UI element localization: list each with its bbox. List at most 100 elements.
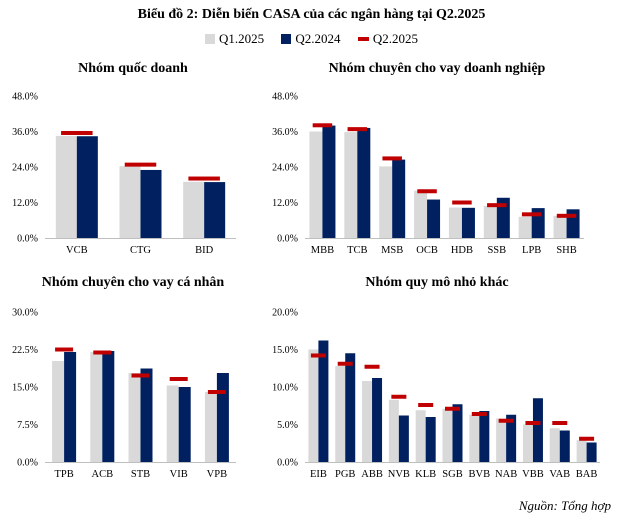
panel3-bar-q2-2024-acb [102,351,115,462]
panel4-marker-q2-2025-nvb [391,394,407,399]
panel4-marker-q2-2025-abb [364,364,380,369]
panel4-ytick-label: 5.0% [277,420,298,431]
panel1-ytick-label: 36.0% [12,127,38,138]
panel2-bar-q2-2024-tcb [357,127,371,238]
panel4-category-label-nab: NAB [495,469,517,480]
legend-swatch-q2-2024 [281,34,292,44]
panel4-bar-q2-2024-bab [586,442,597,462]
panel3-ytick-label: 22.5% [12,345,38,356]
panel2-category-label-msb: MSB [381,245,403,256]
panel2-bar-q1-2025-ocb [414,190,428,238]
legend-label-q2-2024: Q2.2024 [295,31,341,46]
panel4-bar-q2-2024-nvb [398,415,409,462]
panel4-bar-q1-2025-nab [496,418,507,462]
panel3-marker-q2-2025-vib [169,377,188,381]
panel2-category-label-tcb: TCB [347,245,367,256]
panel4-category-label-vbb: VBB [522,469,544,480]
panel4-bar-q1-2025-vbb [522,424,533,462]
panel4-marker-q2-2025-sgb [445,406,460,411]
panel2-bar-q1-2025-ssb [483,206,497,238]
panel4-category-label-klb: KLB [415,469,436,480]
panel2-ytick-label: 36.0% [272,127,298,138]
panel2-ytick-label: 0.0% [277,234,298,245]
panel4-bar-q2-2024-eib [318,340,329,462]
panel2-bar-q1-2025-msb [379,166,393,238]
panel4-ytick-label: 20.0% [272,308,298,319]
panel2-bar-q2-2024-shb [566,209,580,238]
panel4-category-label-bvb: BVB [469,469,491,480]
panel2-bar-q1-2025-hdb [448,207,462,238]
panel3-ytick-label: 7.5% [17,420,38,431]
panel3-category-label-vpb: VPB [207,469,227,480]
panel2-ytick-label: 24.0% [272,163,298,174]
panel4-title: Nhóm quy mô nhỏ khác [365,275,508,290]
panel1-bar-q2-2024-bid [204,182,226,238]
panel3-bar-q1-2025-tpb [52,361,65,462]
panel3-bar-q1-2025-vib [166,385,179,462]
panel2-marker-q2-2025-ocb [417,189,437,194]
panel2-bar-q2-2024-hdb [461,207,475,238]
panel3-category-label-acb: ACB [92,469,114,480]
panel4-category-label-abb: ABB [361,469,383,480]
panel4-category-label-vab: VAB [549,469,570,480]
panel4-marker-q2-2025-eib [310,353,326,358]
panel4-bar-q1-2025-vab [549,428,560,462]
panel1-ytick-label: 12.0% [12,198,38,209]
panel2-category-label-mbb: MBB [311,245,334,256]
panel3-bar-q1-2025-vpb [204,392,217,462]
figure-title: Biểu đồ 2: Diễn biến CASA của các ngân h… [137,7,486,22]
panel3-marker-q2-2025-stb [131,373,150,378]
panel3-bar-q2-2024-vib [178,387,191,462]
panel1-ytick-label: 48.0% [12,92,38,103]
panel3-bar-q2-2024-vpb [216,373,229,462]
panel4-bar-q1-2025-bvb [469,414,480,462]
panel1-marker-q2-2025-vcb [61,130,93,135]
panel4-marker-q2-2025-nab [498,418,514,423]
legend-label-q1-2025: Q1.2025 [219,31,265,46]
panel4-ytick-label: 10.0% [272,383,298,394]
panel4-category-label-nvb: NVB [388,469,410,480]
panel1-marker-q2-2025-bid [188,176,220,181]
panel4-bar-q2-2024-nab [506,414,517,462]
panel2-category-label-lpb: LPB [522,245,541,256]
panel1-bar-q1-2025-vcb [55,135,77,238]
panel2-ytick-label: 48.0% [272,92,298,103]
panel4-marker-q2-2025-bvb [471,412,487,416]
panel2-marker-q2-2025-lpb [521,212,542,217]
panel1-title: Nhóm quốc doanh [78,61,188,76]
panel3-category-label-stb: STB [131,469,150,480]
panel2-bar-q1-2025-tcb [344,132,358,238]
panel4-bar-q1-2025-eib [308,349,319,462]
panel3-bar-q2-2024-tpb [64,352,77,462]
legend-item-q1-2025: Q1.2025 [205,31,264,47]
panel2-marker-q2-2025-shb [556,213,577,218]
panel4-bar-q2-2024-abb [372,378,383,462]
panel4-bar-q2-2024-vab [559,430,570,462]
panel3-marker-q2-2025-vpb [207,390,226,394]
panel4-marker-q2-2025-klb [418,403,434,407]
panel4-bar-q1-2025-bab [576,440,587,462]
panel3-title: Nhóm chuyên cho vay cá nhân [42,275,225,290]
source-note: Nguồn: Tổng hợp [518,498,611,513]
panel4-category-label-eib: EIB [310,469,327,480]
panel2-bar-q2-2024-mbb [322,125,336,238]
panel4-bar-q1-2025-pgb [335,366,346,462]
panel3-category-label-vib: VIB [170,469,188,480]
panel2-bar-q2-2024-msb [392,159,406,238]
legend-swatch-q1-2025 [205,34,216,44]
panel3-marker-q2-2025-acb [93,350,112,355]
panel4-ytick-label: 0.0% [277,458,298,469]
panel3-marker-q2-2025-tpb [55,347,74,352]
panel4-bar-q1-2025-nvb [388,399,399,462]
panel4-bar-q2-2024-klb [425,417,436,462]
panel4-bar-q2-2024-bvb [479,411,490,462]
panel1-marker-q2-2025-ctg [124,162,157,167]
panel1-category-label-ctg: CTG [130,245,151,256]
panel4-category-label-pgb: PGB [335,469,355,480]
panel4-ytick-label: 15.0% [272,345,298,356]
panel2-bar-q1-2025-lpb [518,216,532,238]
panel3-ytick-label: 15.0% [12,383,38,394]
panel1-category-label-bid: BID [195,245,214,256]
panel2-marker-q2-2025-mbb [312,123,333,128]
